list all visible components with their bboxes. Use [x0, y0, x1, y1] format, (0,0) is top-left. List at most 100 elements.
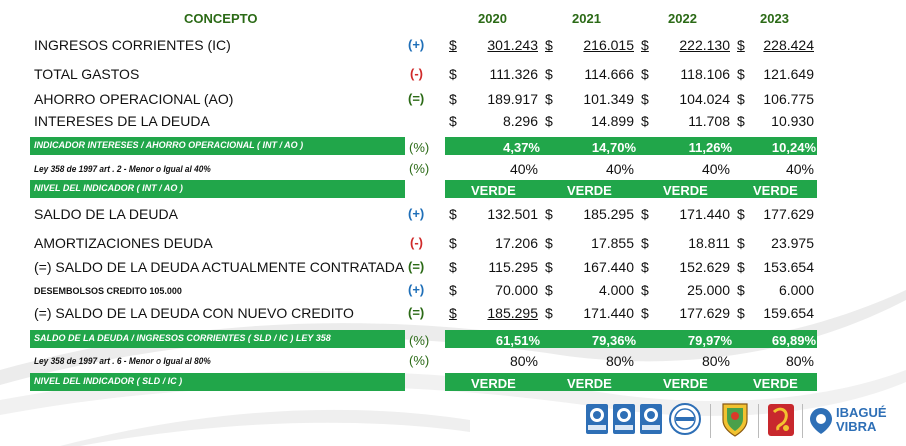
status-2021: VERDE	[567, 376, 612, 391]
operator-plus: (+)	[408, 37, 425, 52]
row-label: DESEMBOLSOS CREDITO 105.000	[34, 286, 182, 296]
currency-symbol: $	[641, 259, 649, 275]
value-2022: 40%	[701, 161, 730, 177]
currency-symbol: $	[641, 113, 649, 129]
operator-plus: (+)	[408, 206, 425, 221]
brand-line-1: IBAGUÉ	[836, 405, 887, 420]
currency-symbol: $	[737, 235, 745, 251]
currency-symbol: $	[449, 206, 457, 222]
value-2023: 10,24%	[771, 140, 816, 155]
operator-percent: (%)	[409, 353, 430, 368]
value-2023: 177.629	[763, 206, 814, 222]
value-2021: 79,36%	[591, 333, 636, 348]
logo-divider	[710, 404, 711, 438]
row-label: INGRESOS CORRIENTES (IC)	[34, 37, 231, 53]
brand-line-2: VIBRA	[836, 419, 877, 434]
value-2021: 171.440	[583, 305, 634, 321]
operator-minus: (-)	[410, 66, 423, 81]
value-2022: 80%	[701, 353, 730, 369]
status-2023: VERDE	[753, 376, 798, 391]
currency-symbol: $	[545, 206, 553, 222]
value-2023: 6.000	[778, 282, 814, 298]
escudo-ibague-icon	[722, 403, 748, 437]
indicator-band-int-ao-values	[445, 137, 817, 155]
row-label: AMORTIZACIONES DEUDA	[34, 235, 213, 251]
operator-percent: (%)	[409, 140, 430, 155]
value-2020: 4,37%	[503, 140, 540, 155]
currency-symbol: $	[641, 37, 649, 53]
operator-minus: (-)	[410, 235, 423, 250]
value-2021: 167.440	[583, 259, 634, 275]
icontec-cert-icon	[586, 404, 608, 434]
value-2021: 17.855	[591, 235, 634, 251]
value-2023: 228.424	[763, 37, 814, 53]
value-2021: 14.899	[591, 113, 634, 129]
value-2023: 23.975	[771, 235, 814, 251]
row-label: TOTAL GASTOS	[34, 66, 140, 82]
value-2022: 104.024	[679, 91, 730, 107]
value-2021: 40%	[605, 161, 634, 177]
value-2022: 222.130	[679, 37, 730, 53]
currency-symbol: $	[545, 282, 553, 298]
currency-symbol: $	[737, 66, 745, 82]
currency-symbol: $	[545, 66, 553, 82]
value-2022: 11.708	[688, 113, 730, 129]
value-2020: 189.917	[487, 91, 538, 107]
value-2020: 132.501	[487, 206, 538, 222]
status-2022: VERDE	[663, 376, 708, 391]
value-2023: 10.930	[771, 113, 814, 129]
value-2021: 185.295	[583, 206, 634, 222]
currency-symbol: $	[449, 66, 457, 82]
indicator-band-sld-ic-label	[30, 330, 405, 348]
nivel-band-sld-ic-values	[445, 373, 817, 391]
status-2023: VERDE	[753, 183, 798, 198]
currency-symbol: $	[449, 91, 457, 107]
footer-logos: IBAGUÉ VIBRA	[580, 398, 906, 444]
value-2020: 8.296	[502, 113, 538, 129]
indicator-band-sld-ic-values	[445, 330, 817, 348]
currency-symbol: $	[449, 259, 457, 275]
currency-symbol: $	[641, 206, 649, 222]
currency-symbol: $	[737, 305, 745, 321]
row-label: (=) SALDO DE LA DEUDA CON NUEVO CREDITO	[34, 305, 354, 321]
currency-symbol: $	[737, 113, 745, 129]
row-label: (=) SALDO DE LA DEUDA ACTUALMENTE CONTRA…	[34, 259, 405, 275]
currency-symbol: $	[641, 66, 649, 82]
currency-symbol: $	[737, 37, 745, 53]
operator-percent: (%)	[409, 161, 430, 176]
currency-symbol: $	[449, 305, 457, 321]
value-2022: 25.000	[687, 282, 730, 298]
currency-symbol: $	[545, 91, 553, 107]
currency-symbol: $	[545, 305, 553, 321]
currency-symbol: $	[449, 37, 457, 53]
currency-symbol: $	[737, 91, 745, 107]
row-label: SALDO DE LA DEUDA / INGRESOS CORRIENTES …	[34, 333, 331, 343]
icontec-cert-icon	[640, 404, 662, 434]
currency-symbol: $	[737, 282, 745, 298]
value-2020: 80%	[509, 353, 538, 369]
value-2020: 185.295	[487, 305, 538, 321]
operator-percent: (%)	[409, 333, 430, 348]
ibague-vibra-logo-icon	[810, 408, 832, 434]
currency-symbol: $	[545, 37, 553, 53]
operator-plus: (+)	[408, 282, 425, 297]
brand-text: IBAGUÉ VIBRA	[836, 406, 887, 434]
status-2021: VERDE	[567, 183, 612, 198]
status-2020: VERDE	[471, 183, 516, 198]
logo-divider	[802, 404, 803, 438]
value-2020: 301.243	[487, 37, 538, 53]
value-2022: 79,97%	[687, 333, 732, 348]
status-2020: VERDE	[471, 376, 516, 391]
value-2023: 153.654	[763, 259, 814, 275]
value-2022: 152.629	[679, 259, 730, 275]
currency-symbol: $	[641, 91, 649, 107]
value-2023: 80%	[785, 353, 814, 369]
value-2023: 40%	[785, 161, 814, 177]
alcaldia-emblem-icon	[768, 404, 794, 436]
currency-symbol: $	[737, 206, 745, 222]
row-label: NIVEL DEL INDICADOR ( INT / AO )	[34, 183, 183, 193]
iqnet-cert-icon	[669, 403, 701, 435]
concepto-header: CONCEPTO	[184, 11, 258, 26]
value-2021: 101.349	[583, 91, 634, 107]
currency-symbol: $	[641, 235, 649, 251]
